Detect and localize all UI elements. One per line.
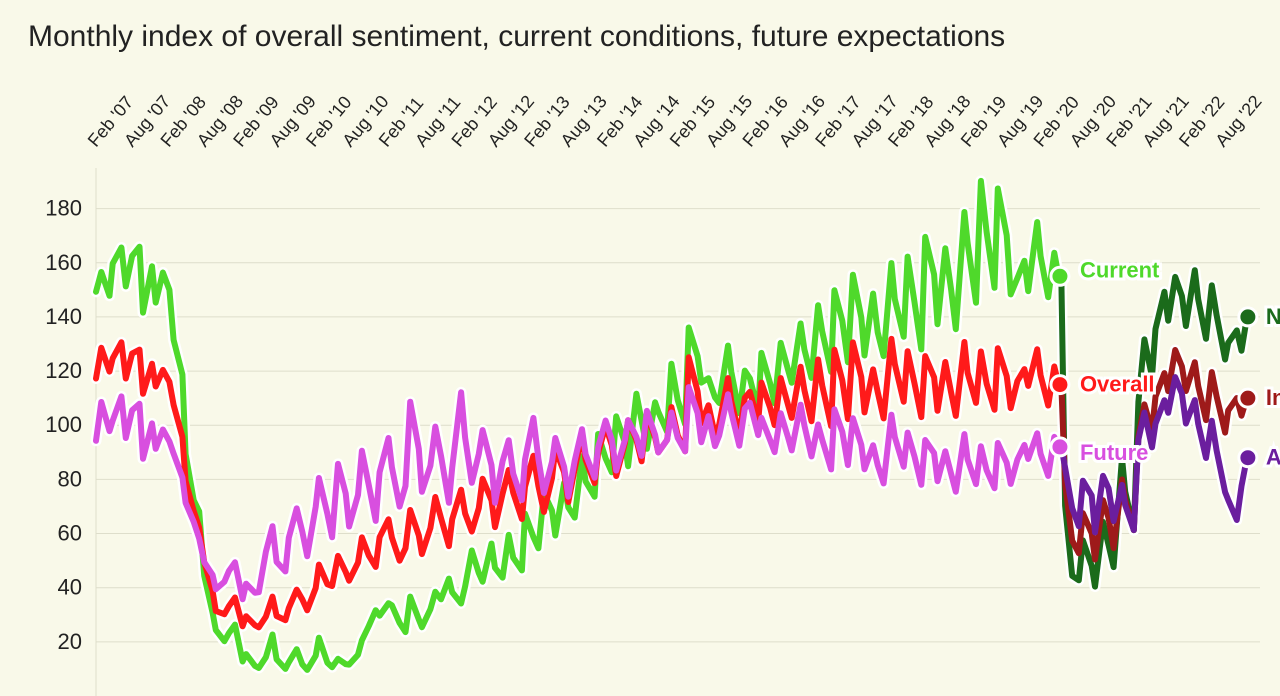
y-tick-label: 140 — [45, 304, 82, 329]
chart-svg: Monthly index of overall sentiment, curr… — [0, 0, 1280, 696]
series-label-ahead: Ahead — [1266, 445, 1280, 470]
y-tick-label: 100 — [45, 412, 82, 437]
series-label-index: Index — [1266, 385, 1280, 410]
y-tick-label: 20 — [58, 629, 82, 654]
y-tick-label: 180 — [45, 196, 82, 221]
series-marker-index — [1239, 389, 1257, 407]
series-label-now: Now — [1266, 304, 1280, 329]
series-label-overall: Overall — [1080, 372, 1155, 397]
series-marker-now — [1239, 308, 1257, 326]
sentiment-chart: { "chart": { "type": "line", "title": "M… — [0, 0, 1280, 696]
series-marker-ahead — [1239, 449, 1257, 467]
series-marker-future — [1051, 438, 1069, 456]
y-tick-label: 40 — [58, 575, 82, 600]
y-tick-label: 160 — [45, 250, 82, 275]
chart-title: Monthly index of overall sentiment, curr… — [28, 20, 1005, 53]
y-tick-label: 60 — [58, 521, 82, 546]
series-label-future: Future — [1080, 440, 1148, 465]
series-marker-current — [1051, 267, 1069, 285]
series-marker-overall — [1051, 376, 1069, 394]
y-tick-label: 120 — [45, 358, 82, 383]
y-tick-label: 80 — [58, 466, 82, 491]
series-label-current: Current — [1080, 257, 1160, 282]
